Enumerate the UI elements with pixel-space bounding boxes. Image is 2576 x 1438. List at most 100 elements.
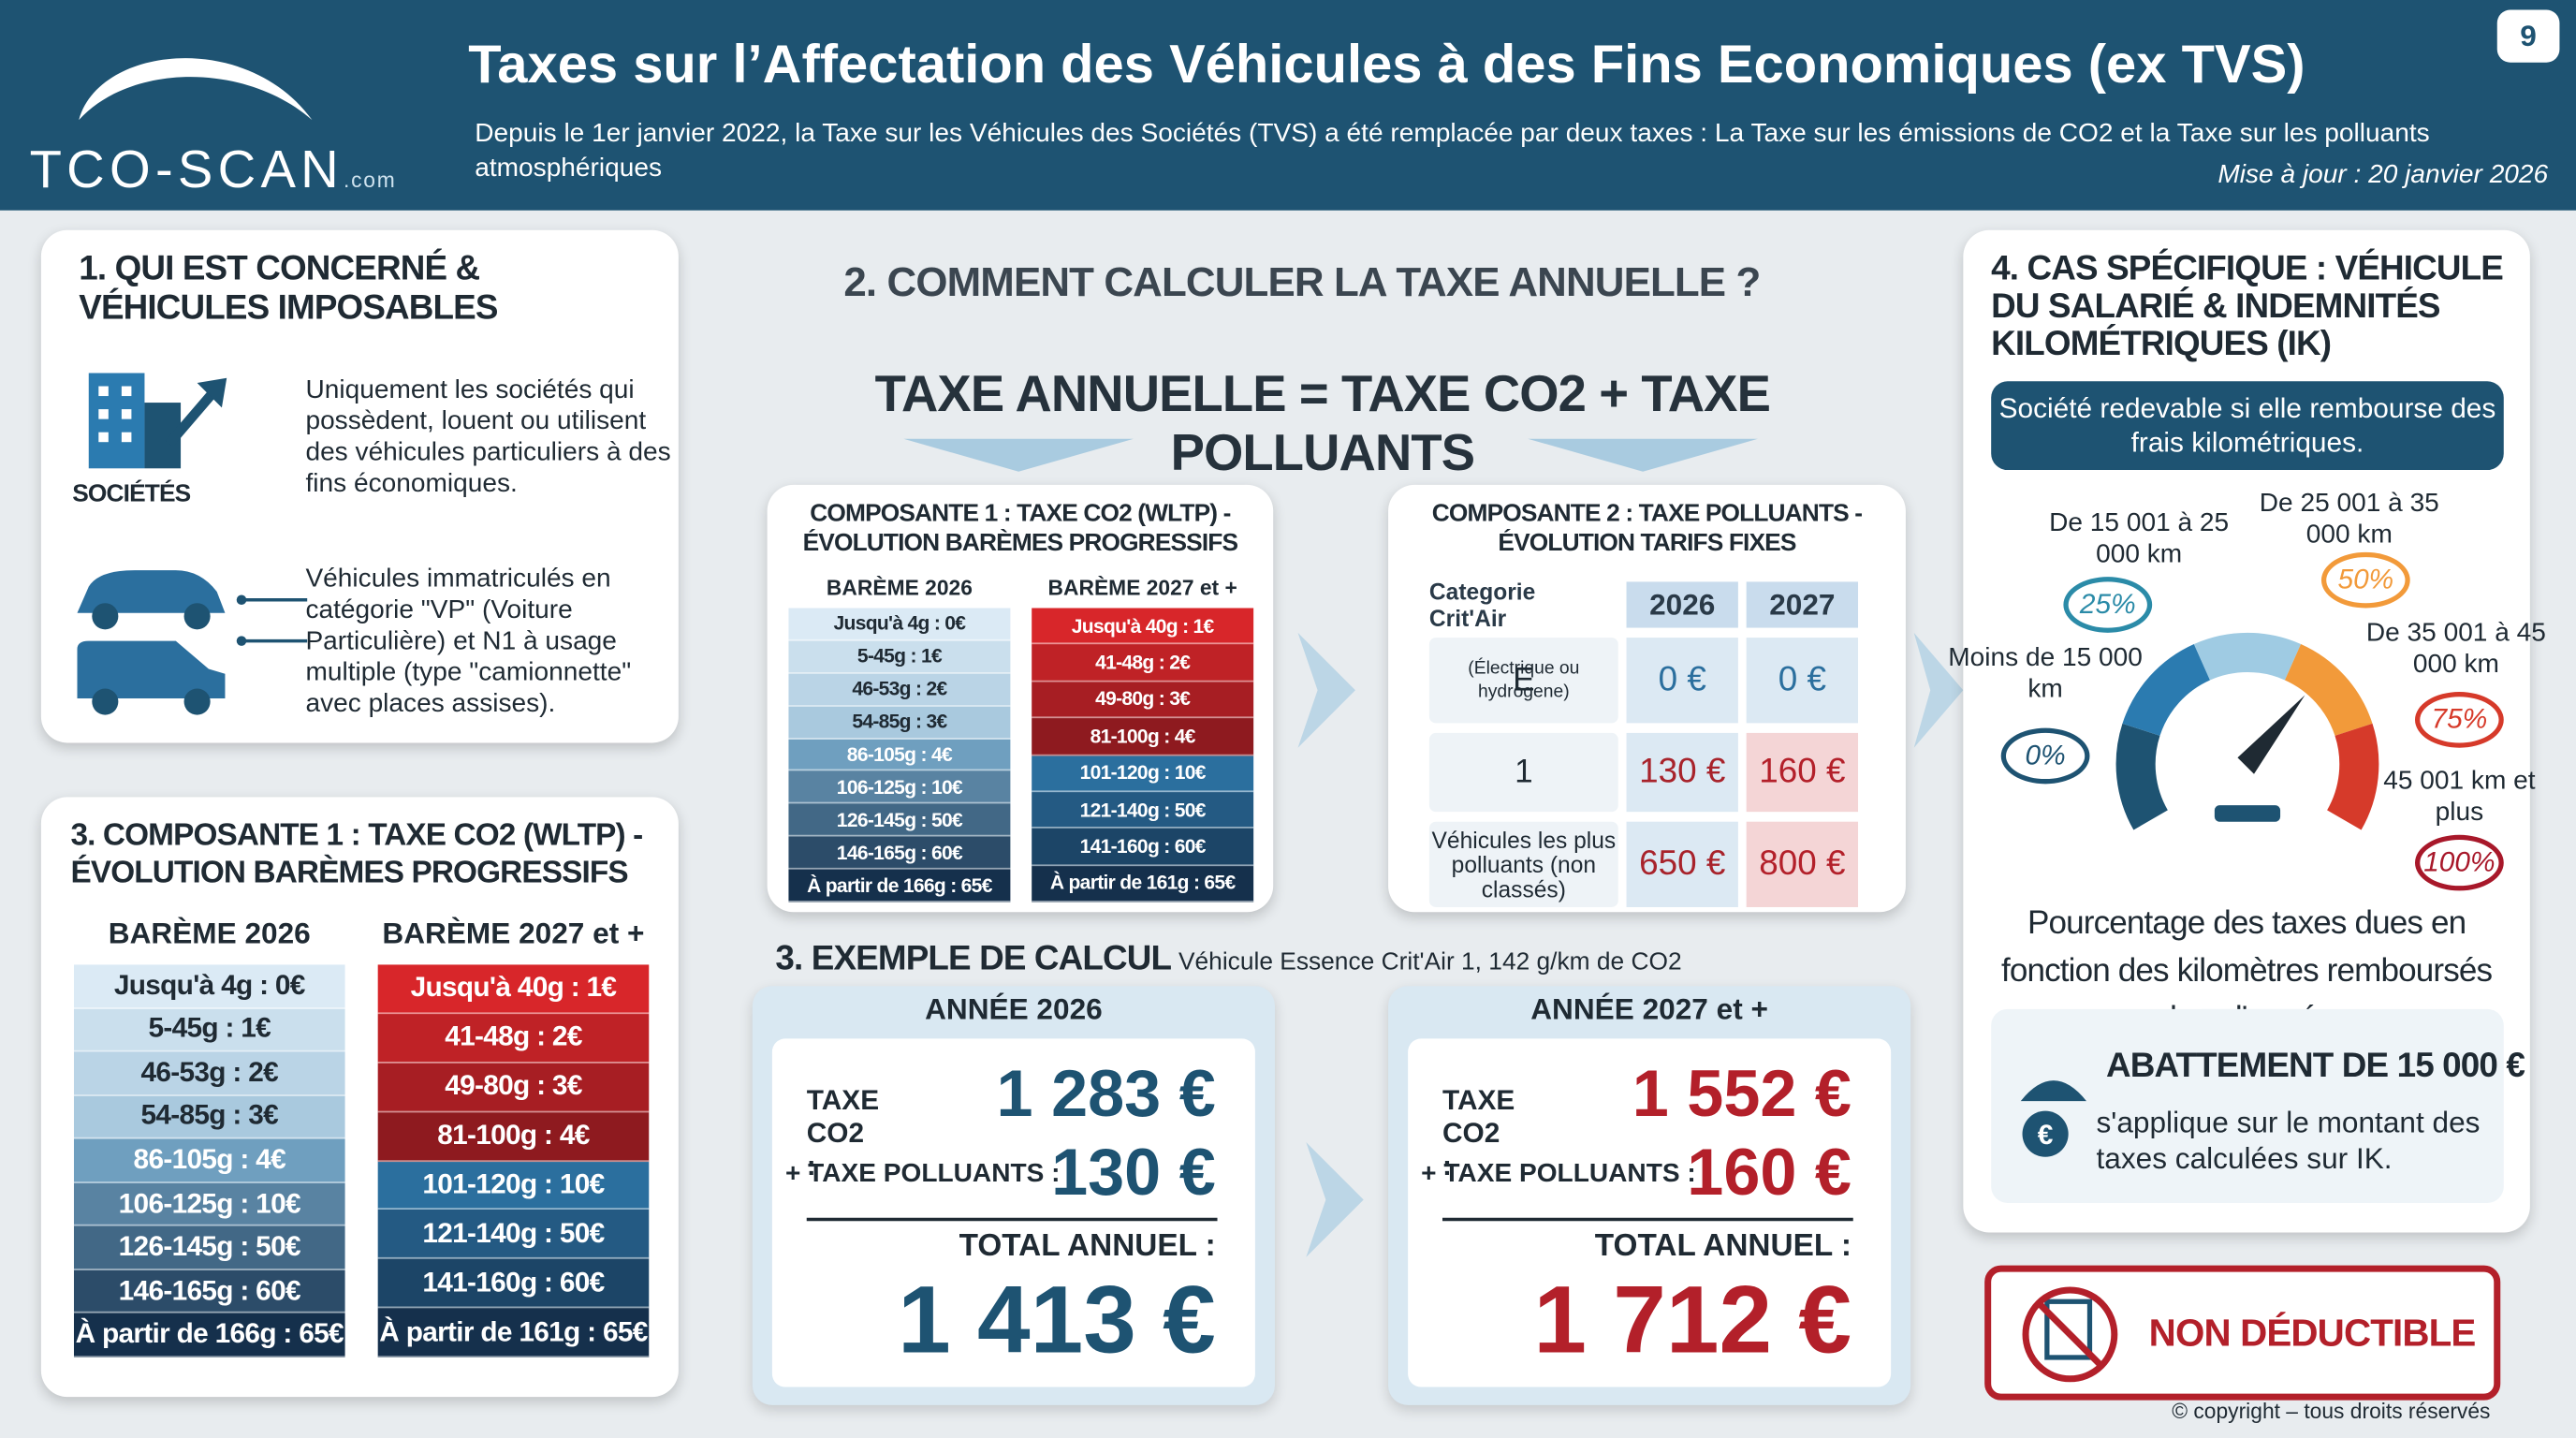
pollutants-label: + TAXE POLLUANTS : bbox=[784, 1160, 1061, 1189]
crit-air-label: E bbox=[1513, 662, 1535, 699]
bareme-row: 41-48g : 2€ bbox=[377, 1013, 650, 1064]
pollutants-value: 160 € bbox=[1687, 1137, 1852, 1210]
divider bbox=[806, 1217, 1218, 1222]
abatement-box bbox=[1991, 1008, 2504, 1203]
bracket-range: De 35 001 à 45 000 km bbox=[2365, 619, 2546, 679]
bareme-row: 126-145g : 50€ bbox=[788, 803, 1011, 837]
gauge-segment bbox=[2326, 723, 2379, 830]
crit-air-cell: E (Électrique ou hydrogene) bbox=[1428, 638, 1618, 724]
bracket-percent: 25% bbox=[2063, 577, 2153, 633]
formula: TAXE ANNUELLE = TAXE CO2 + TAXE POLLUANT… bbox=[874, 364, 1771, 482]
bracket-percent: 75% bbox=[2414, 692, 2504, 748]
bareme-row: À partir de 166g : 65€ bbox=[788, 869, 1011, 902]
item-text: Uniquement les sociétés qui possèdent, l… bbox=[305, 375, 671, 498]
vehicle-icons bbox=[77, 570, 308, 715]
logo-text: TCO-SCAN bbox=[29, 139, 344, 199]
item-text: Véhicules immatriculés en catégorie "VP"… bbox=[305, 565, 632, 719]
arrow-right bbox=[1306, 1142, 1364, 1257]
bareme-row: 81-100g : 4€ bbox=[377, 1111, 650, 1162]
bareme-row: 46-53g : 2€ bbox=[788, 673, 1011, 707]
section4-title: 4. CAS SPÉCIFIQUE : VÉHICULE DU SALARIÉ … bbox=[1991, 249, 2504, 363]
bareme-row: 54-85g : 3€ bbox=[73, 1095, 345, 1139]
tax-2026: 130 € bbox=[1626, 732, 1738, 813]
non-deductible: NON DÉDUCTIBLE bbox=[2148, 1311, 2477, 1355]
bareme-row: À partir de 161g : 65€ bbox=[1032, 865, 1254, 902]
tax-2027: 0 € bbox=[1746, 638, 1859, 724]
page-title: Taxes sur l’Affectation des Véhicules à … bbox=[468, 33, 2305, 95]
gauge bbox=[2115, 632, 2379, 830]
bareme-row: 146-165g : 60€ bbox=[788, 836, 1011, 870]
column-header: BARÈME 2026 bbox=[826, 575, 973, 600]
section2-title: 2. COMMENT CALCULER LA TAXE ANNUELLE ? bbox=[843, 259, 1761, 306]
co2-value: 1 283 € bbox=[996, 1058, 1216, 1131]
update-date: Mise à jour : 20 janvier 2026 bbox=[2217, 161, 2549, 189]
subtitle: Depuis le 1er janvier 2022, la Taxe sur … bbox=[475, 120, 2430, 183]
banner: Société redevable si elle rembourse des … bbox=[1991, 381, 2504, 471]
page-number: 9 bbox=[2496, 9, 2560, 63]
column-header: BARÈME 2027 et + bbox=[1047, 575, 1237, 600]
bracket-range: De 15 001 à 25 000 km bbox=[2049, 509, 2230, 569]
bareme-row: À partir de 161g : 65€ bbox=[377, 1308, 650, 1357]
bracket-percent: 50% bbox=[2320, 551, 2410, 609]
example-subtitle: Véhicule Essence Crit'Air 1, 142 g/km de… bbox=[1178, 947, 1682, 976]
total-value: 1 712 € bbox=[1533, 1267, 1852, 1374]
arrow-right bbox=[1913, 632, 1964, 748]
arrow-right bbox=[1297, 632, 1355, 748]
bracket-percent: 100% bbox=[2414, 834, 2504, 891]
bareme-row: 141-160g : 60€ bbox=[377, 1259, 650, 1309]
bareme-row: 101-120g : 10€ bbox=[1032, 755, 1254, 792]
tax-2026: 650 € bbox=[1626, 821, 1738, 907]
footer: © copyright – tous droits réservés bbox=[2172, 1398, 2491, 1424]
column-header: 2027 bbox=[1746, 581, 1859, 628]
section1-title: 1. QUI EST CONCERNÉ & VÉHICULES IMPOSABL… bbox=[79, 249, 498, 328]
bareme-row: 41-48g : 2€ bbox=[1032, 644, 1254, 682]
pollutants-value: 130 € bbox=[1051, 1137, 1216, 1210]
bareme-row: 46-53g : 2€ bbox=[73, 1051, 345, 1096]
bareme-row: 54-85g : 3€ bbox=[788, 706, 1011, 740]
crit-air-cell: 1 bbox=[1428, 732, 1618, 813]
tax-2027: 800 € bbox=[1746, 821, 1859, 907]
abatement-title: ABATTEMENT DE 15 000 € bbox=[2106, 1047, 2525, 1085]
bareme-row: 126-145g : 50€ bbox=[73, 1226, 345, 1270]
divider bbox=[1442, 1217, 1853, 1222]
pollutants-title: COMPOSANTE 2 : TAXE POLLUANTS - ÉVOLUTIO… bbox=[1431, 499, 1863, 558]
total-label: TOTAL ANNUEL : bbox=[959, 1229, 1216, 1264]
bareme-row: Jusqu'à 40g : 1€ bbox=[1032, 608, 1254, 645]
bareme-row: Jusqu'à 40g : 1€ bbox=[377, 964, 650, 1014]
column-header: Categorie Crit'Air bbox=[1428, 578, 1536, 632]
bareme-row: 121-140g : 50€ bbox=[1032, 791, 1254, 829]
example-title: 3. EXEMPLE DE CALCUL bbox=[775, 940, 1172, 978]
bareme-row: Jusqu'à 4g : 0€ bbox=[73, 964, 345, 1009]
bareme-row: 86-105g : 4€ bbox=[788, 739, 1011, 772]
co2-label: TAXE CO2 : bbox=[806, 1084, 880, 1182]
no-tax-icon bbox=[2022, 1286, 2118, 1383]
building-icon bbox=[88, 373, 227, 469]
gauge-segment bbox=[2122, 643, 2211, 737]
bareme-row: Jusqu'à 4g : 0€ bbox=[788, 608, 1011, 641]
bracket-range: 45 001 km et plus bbox=[2383, 767, 2536, 827]
logo: TCO-SCAN.com bbox=[30, 139, 397, 200]
section3-title: 3. COMPOSANTE 1 : TAXE CO2 (WLTP) - ÉVOL… bbox=[70, 818, 643, 891]
tax-2026: 0 € bbox=[1626, 638, 1738, 724]
bareme-row: 146-165g : 60€ bbox=[73, 1269, 345, 1314]
gauge-segment bbox=[2284, 643, 2373, 737]
bracket-percent: 0% bbox=[2000, 727, 2090, 785]
example-inner bbox=[1408, 1038, 1892, 1387]
logo-suffix: .com bbox=[344, 168, 397, 193]
bareme-row: 5-45g : 1€ bbox=[788, 640, 1011, 674]
bracket-range: De 25 001 à 35 000 km bbox=[2259, 490, 2439, 550]
gauge-base bbox=[2214, 805, 2281, 822]
tax-2027: 160 € bbox=[1746, 732, 1859, 813]
total-label: TOTAL ANNUEL : bbox=[1594, 1229, 1852, 1264]
example-year: ANNÉE 2027 et + bbox=[1530, 992, 1768, 1026]
abatement-text: s'applique sur le montant des taxes calc… bbox=[2096, 1106, 2481, 1176]
gauge-segment bbox=[2193, 632, 2302, 681]
example-year: ANNÉE 2026 bbox=[925, 992, 1103, 1026]
crit-air-label: Véhicules les plus polluants (non classé… bbox=[1431, 826, 1617, 902]
crit-air-label: 1 bbox=[1515, 754, 1533, 791]
bareme-row: 49-80g : 3€ bbox=[1032, 682, 1254, 719]
header bbox=[0, 0, 2576, 211]
example-inner bbox=[771, 1038, 1255, 1387]
arrows bbox=[903, 438, 1758, 472]
